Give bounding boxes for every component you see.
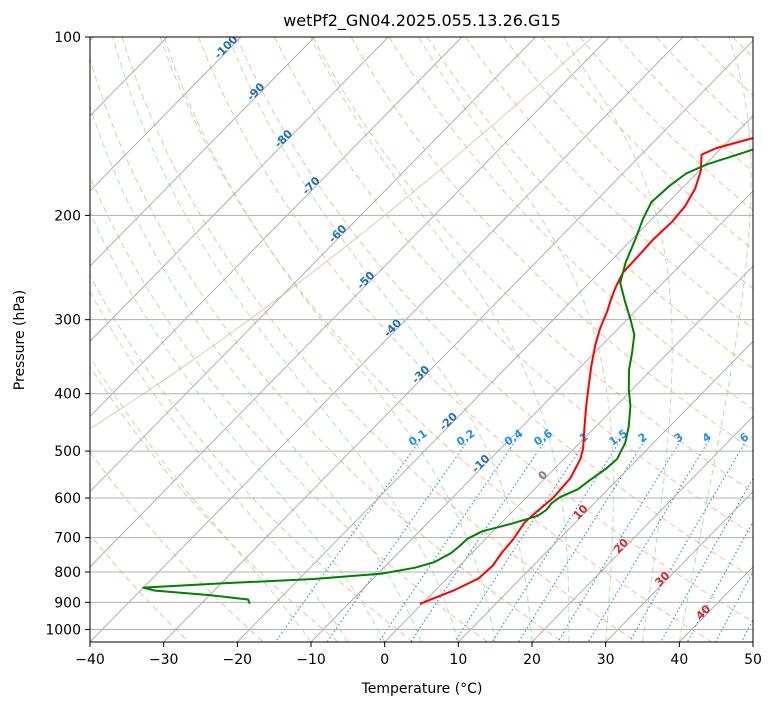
mixing-ratio-line (518, 440, 646, 642)
isotherm-line (90, 37, 389, 342)
dewpoint-line (142, 148, 753, 605)
isotherm-line (752, 641, 753, 642)
y-tick-label: 600 (54, 491, 81, 507)
y-tick-label: 200 (54, 208, 81, 224)
plot-frame (89, 36, 754, 643)
isotherm-line (90, 37, 610, 568)
isotherm-line (237, 115, 753, 642)
mixing-ratio-line (628, 440, 747, 642)
moist-adiabat-line (561, 37, 673, 642)
mixing-ratio-label: 8 (766, 430, 775, 445)
isotherm-line (90, 37, 536, 493)
mixing-ratio-line (557, 440, 682, 642)
plot-background (90, 37, 753, 642)
dry-adiabat-line (90, 451, 264, 642)
moist-adiabat-line (418, 37, 614, 642)
isotherm-line (310, 190, 753, 642)
isotherm-line (605, 491, 753, 642)
mixing-ratio-line (770, 441, 775, 642)
isotherm-line (458, 340, 753, 642)
y-tick-label: 700 (54, 531, 81, 547)
isotherm-line (90, 37, 315, 267)
background-lines (90, 37, 775, 642)
x-tick-label: −10 (296, 652, 326, 668)
mixing-ratio-line (326, 440, 469, 642)
mixing-ratio-line (378, 440, 517, 642)
dry-adiabat-line (388, 37, 753, 410)
x-tick-label: −30 (149, 652, 179, 668)
dry-adiabat-line (350, 37, 753, 451)
x-tick-label: 50 (744, 652, 762, 668)
isotherm-line (163, 39, 753, 642)
x-tick-label: 30 (597, 652, 615, 668)
temperature-line (419, 137, 753, 605)
y-tick-label: 900 (54, 595, 81, 611)
isotherm-line (531, 415, 753, 642)
moist-adiabat-line (227, 37, 533, 642)
moist-adiabat-line (90, 105, 422, 642)
dry-adiabat-line (236, 37, 753, 579)
dry-adiabat-line (90, 57, 563, 642)
isotherm-line (90, 37, 242, 192)
dry-adiabat-line (541, 37, 753, 251)
dry-adiabat-line (90, 274, 414, 642)
isotherm-line (90, 37, 463, 418)
moist-adiabat-line (112, 37, 459, 642)
chart-title: wetPf2_GN04.2025.055.13.26.G15 (283, 11, 561, 31)
moist-adiabat-line (90, 290, 349, 642)
y-tick-label: 800 (54, 565, 81, 581)
y-tick-label: 100 (54, 30, 81, 46)
x-tick-label: 0 (380, 652, 389, 668)
x-tick-label: −20 (223, 652, 253, 668)
y-tick-label: 1000 (45, 622, 81, 638)
y-axis-title: Pressure (hPa) (12, 290, 28, 390)
y-tick-label: 400 (54, 387, 81, 403)
dry-adiabat-line (159, 37, 712, 642)
dry-adiabat-line (90, 533, 190, 642)
isotherm-line (384, 265, 753, 642)
profile-series (142, 137, 753, 605)
dry-adiabat-line (90, 174, 488, 642)
x-tick-label: 20 (523, 652, 541, 668)
dry-adiabat-line (426, 37, 753, 370)
dry-adiabat-line (771, 37, 775, 642)
y-tick-label: 500 (54, 444, 81, 460)
mixing-ratio-line (275, 440, 421, 642)
x-axis-title: Temperature (°C) (361, 681, 483, 697)
y-tick-label: 300 (54, 313, 81, 329)
mixing-ratio-line (587, 440, 710, 642)
moist-adiabat-line (309, 37, 570, 642)
dry-adiabat-line (503, 37, 753, 290)
guide-curve (90, 37, 594, 430)
isotherm-line (90, 37, 684, 642)
x-tick-label: 10 (449, 652, 467, 668)
axes: −40 −30 −20 −10 0 10 20 30 40 50 100 200 300 400 500 60… (45, 30, 762, 668)
x-tick-label: −40 (75, 652, 105, 668)
moist-adiabat-line (678, 37, 752, 642)
x-tick-label: 40 (670, 652, 688, 668)
dry-adiabat-line (197, 37, 753, 623)
moist-adiabat-line (163, 37, 496, 642)
moist-adiabat-line (90, 210, 386, 642)
dry-adiabat-line (274, 37, 753, 536)
